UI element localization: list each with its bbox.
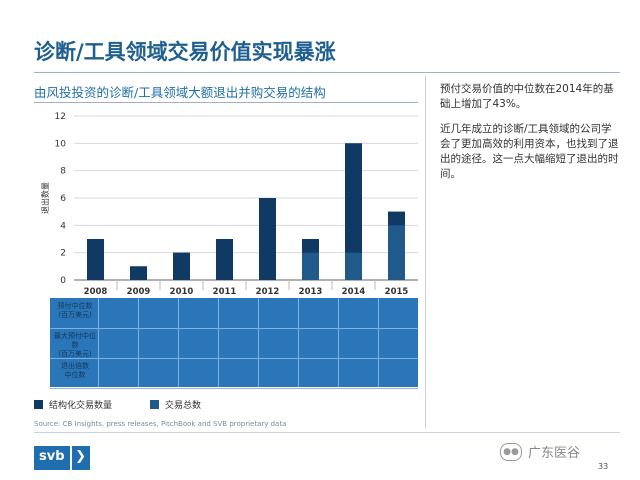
bar-structured	[259, 198, 276, 280]
y-tick-label: 12	[55, 112, 66, 122]
x-tick-label: 2013	[299, 287, 323, 297]
y-tick-label: 10	[55, 139, 67, 149]
table-col-divider	[218, 298, 219, 387]
bar-structured	[302, 239, 319, 253]
svb-logo: svb ❯	[34, 446, 90, 470]
page-number: 33	[598, 462, 609, 471]
table-col-divider	[378, 298, 379, 387]
y-tick-label: 6	[60, 194, 66, 204]
y-tick-label: 2	[60, 249, 66, 259]
wechat-icon: ●●	[500, 442, 522, 461]
column-divider	[425, 76, 426, 428]
bar-structured	[173, 252, 190, 280]
x-tick-label: 2009	[127, 287, 151, 297]
table-bottom-rule	[50, 388, 418, 389]
y-tick-label: 0	[60, 276, 66, 286]
commentary-paragraph-2: 近几年成立的诊断/工具领域的公司学会了更加高效的利用资本，也找到了退出的途径。这…	[440, 123, 619, 180]
bar-chart: 0 2 4 6 8 10 12 退出数量 2008 2009 2010 2011 2012 2013 201…	[40, 112, 418, 297]
commentary-paragraph-1: 预付交易价值的中位数在2014年的基础上增加了43%。	[440, 83, 614, 110]
x-tick-label: 2010	[170, 287, 194, 297]
legend-swatch-total	[150, 400, 159, 409]
table-row-label-max-upfront: 最大预付中位数 (百万美元)	[54, 332, 96, 358]
title-divider	[34, 72, 620, 73]
table-row-label-upfront: 预付中位数 (百万美元)	[57, 302, 93, 319]
bar-structured	[130, 266, 147, 280]
table-row-label-multiple: 退出倍数 中位数	[61, 362, 89, 379]
watermark: ●● 广东医谷	[500, 442, 580, 461]
bar-total	[388, 211, 405, 280]
x-tick-label: 2015	[385, 287, 409, 297]
table-col-divider	[178, 298, 179, 387]
table-col-divider	[298, 298, 299, 387]
bar-structured	[345, 143, 362, 253]
data-table: 预付中位数 (百万美元) 最大预付中位数 (百万美元) 退出倍数 中位数	[50, 298, 418, 387]
table-col-divider	[258, 298, 259, 387]
table-col-divider	[98, 298, 99, 387]
chevron-right-icon: ❯	[71, 446, 90, 470]
page-title: 诊断/工具领域交易价值实现暴涨	[34, 40, 336, 64]
x-tick-label: 2008	[84, 287, 108, 297]
legend-label-structured: 结构化交易数量	[49, 401, 113, 411]
y-tick-label: 8	[60, 167, 66, 177]
x-tick-label: 2011	[213, 287, 237, 297]
legend-total: 交易总数	[150, 398, 201, 411]
table-row-divider	[50, 328, 418, 329]
x-tick-label: 2014	[342, 287, 366, 297]
bar-structured	[87, 239, 104, 280]
legend-structured: 结构化交易数量	[34, 398, 112, 411]
footer-divider	[34, 432, 620, 433]
y-tick-label: 4	[60, 221, 66, 231]
legend-label-total: 交易总数	[165, 401, 202, 411]
bar-structured	[388, 211, 405, 226]
chart-title: 由风投投资的诊断/工具领域大额退出并购交易的结构	[34, 85, 326, 100]
legend-swatch-structured	[34, 400, 43, 409]
source-note: Source: CB Insights, press releases, Pit…	[34, 420, 287, 428]
table-col-divider	[138, 298, 139, 387]
commentary-panel: 预付交易价值的中位数在2014年的基础上增加了43%。 近几年成立的诊断/工具领…	[440, 82, 620, 192]
table-row-divider	[50, 358, 418, 359]
table-col-divider	[338, 298, 339, 387]
logo-text: svb	[34, 446, 70, 470]
bar-structured	[216, 239, 233, 280]
x-tick-label: 2012	[256, 287, 280, 297]
subtitle-divider	[34, 102, 418, 103]
watermark-text: 广东医谷	[528, 446, 581, 461]
y-axis-label: 退出数量	[40, 182, 50, 214]
